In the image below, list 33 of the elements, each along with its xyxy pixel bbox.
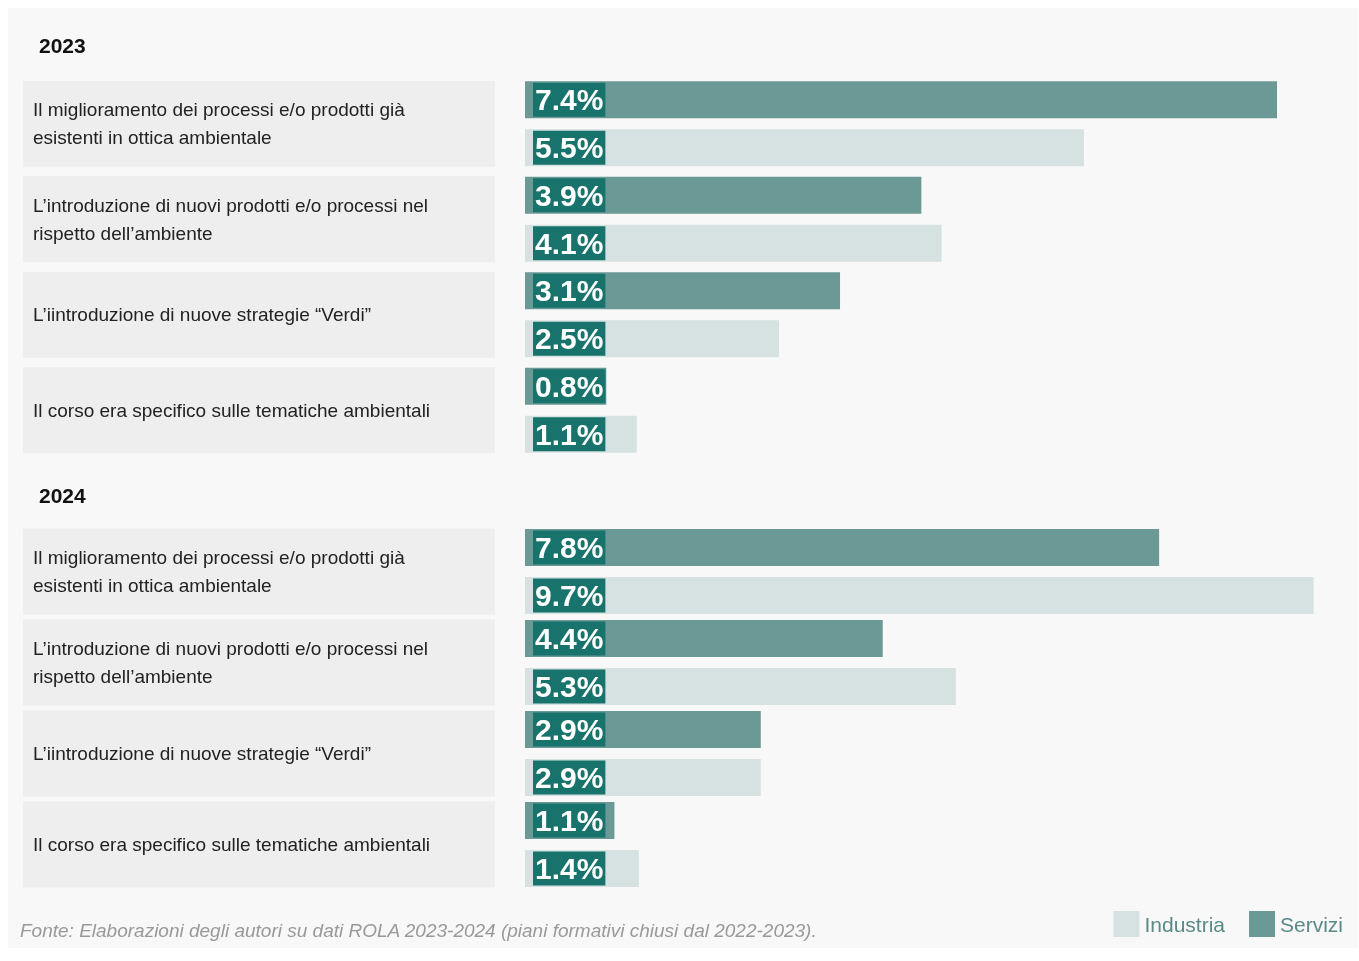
y-tick-label: Il miglioramento dei processi e/o prodotti già esistenti in ottica ambientale [33, 99, 411, 149]
data-label: 1.1% [535, 803, 604, 837]
data-label: 2.9% [535, 761, 604, 795]
data-label: 2.5% [535, 322, 604, 356]
source-note: Fonte: Elaborazioni degli autori su dati ROLA 2023-2024 (piani formativi chiusi dal 2022-2023). [20, 920, 817, 941]
legend-label: Industria [1144, 912, 1226, 936]
data-label: 4.1% [535, 226, 604, 260]
bar [525, 528, 1160, 566]
y-tick-label: L’introduzione di nuovi prodotti e/o processi nel rispetto dell’ambiente [33, 194, 434, 244]
data-label: 7.4% [535, 83, 604, 117]
text: 2024 [39, 484, 87, 507]
text: 2023 [39, 34, 86, 57]
data-label: 1.4% [535, 852, 604, 886]
data-label: 3.9% [535, 178, 604, 212]
bar [525, 129, 1084, 167]
y-tick-label: L’iintroduzione di nuove strategie “Verdi” [33, 304, 371, 326]
data-label: 2.9% [535, 712, 604, 746]
y-tick-label: L’introduzione di nuovi prodotti e/o processi nel rispetto dell’ambiente [33, 638, 434, 687]
data-label: 4.4% [535, 621, 604, 655]
data-label: 5.5% [535, 131, 604, 165]
bar [525, 81, 1278, 119]
data-label: 0.8% [535, 369, 604, 403]
data-label: 5.3% [535, 670, 604, 704]
data-label: 7.8% [535, 530, 604, 564]
bar [525, 577, 1314, 615]
y-tick-label: Il miglioramento dei processi e/o prodotti già esistenti in ottica ambientale [33, 547, 411, 596]
y-tick-label: L’iintroduzione di nuove strategie “Verdi” [33, 743, 371, 764]
data-label: 9.7% [535, 579, 604, 613]
legend-label: Servizi [1279, 912, 1344, 936]
data-label: 3.1% [535, 274, 604, 308]
y-tick-label: Il corso era specifico sulle tematiche ambientali [33, 834, 431, 855]
data-label: 1.1% [535, 417, 604, 451]
y-tick-label: Il corso era specifico sulle tematiche ambientali [33, 399, 431, 421]
